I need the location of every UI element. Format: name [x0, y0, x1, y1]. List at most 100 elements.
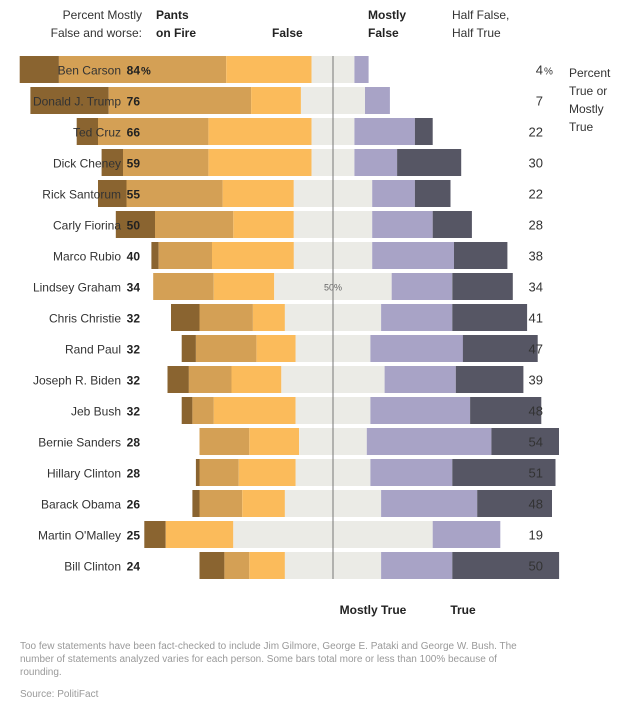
header-half-line1: Half False,: [452, 8, 510, 22]
row-mostly-false-value: 34: [127, 281, 141, 295]
row-name-label: Donald J. Trump: [33, 95, 121, 109]
row-name-label: Rick Santorum: [42, 188, 121, 202]
header-pants-line2: on Fire: [156, 26, 197, 40]
bar-segment-pants-on-fire: [144, 521, 166, 548]
bar-segment-pants-on-fire: [30, 87, 109, 114]
header-pants-on-fire: Pants on Fire: [156, 6, 196, 42]
footnote-line2: number of statements analyzed varies for…: [20, 654, 497, 665]
bar-segment-mostly-true: [432, 521, 501, 548]
bar-segment-mostly-true: [354, 56, 369, 83]
row-mostly-false-value: 26: [127, 498, 141, 512]
mostly-true-bottom-label: Mostly True: [340, 603, 407, 617]
bar-segment-mostly-true: [354, 149, 398, 176]
bar-segment-mostly-false: [212, 242, 294, 269]
bar-segment-mostly-false: [208, 149, 312, 176]
row-true-value: 38: [529, 249, 543, 264]
bar-segment-mostly-false: [233, 211, 294, 238]
bar-segment-mostly-true: [372, 211, 433, 238]
row-name-label: Hillary Clinton: [47, 467, 121, 481]
bar-segment-mostly-true: [366, 428, 492, 455]
row-true-value: 39: [529, 373, 543, 388]
header-pants-line1: Pants: [156, 8, 189, 22]
header-mostly-false-line1: Mostly: [368, 8, 407, 22]
bar-segment-pants-on-fire: [195, 459, 200, 486]
header-half-true: Half False, Half True: [452, 6, 509, 42]
header-false-label: False: [272, 26, 303, 40]
bar-segment-pants-on-fire: [167, 366, 189, 393]
row-mostly-false-value: 28: [127, 436, 141, 450]
bar-segment-pants-on-fire: [101, 149, 123, 176]
bar-segment-true: [452, 459, 556, 486]
bar-segment-pants-on-fire: [192, 490, 200, 517]
bar-segment-mostly-false: [226, 56, 312, 83]
bar-segment-pants-on-fire: [115, 211, 155, 238]
bar-segment-mostly-true: [381, 304, 453, 331]
bar-segment-false: [108, 87, 252, 114]
header-left-line1: Percent Mostly: [62, 8, 142, 22]
bar-segment-true: [414, 180, 451, 207]
header-half-line2: Half True: [452, 26, 501, 40]
row-mostly-false-value: 32: [127, 374, 141, 388]
bar-segment-false: [199, 459, 239, 486]
bar-segment-false: [224, 552, 250, 579]
row-name-label: Jeb Bush: [71, 405, 121, 419]
bar-segment-false: [195, 335, 257, 362]
bar-segment-mostly-false: [252, 304, 285, 331]
row-true-value: 50: [529, 559, 543, 574]
bar-segment-true: [477, 490, 552, 517]
footnote-line1: Too few statements have been fact-checke…: [20, 641, 517, 652]
row-mostly-false-percent-sign: %: [141, 66, 151, 78]
row-mostly-false-value: 84: [127, 64, 141, 78]
footnote-line3: rounding.: [20, 667, 62, 678]
bar-segment-mostly-false: [231, 366, 282, 393]
bar-segment-false: [199, 304, 253, 331]
bar-segment-false: [123, 149, 209, 176]
bar-segment-mostly-false: [249, 552, 285, 579]
row-name-label: Rand Paul: [65, 343, 121, 357]
row-mostly-false-value: 59: [127, 157, 141, 171]
row-true-value: 4: [536, 63, 543, 78]
row-mostly-false-value: 50: [127, 219, 141, 233]
row-true-value: 47: [529, 342, 543, 357]
bar-segment-mostly-true: [372, 180, 415, 207]
bar-segment-mostly-true: [370, 397, 471, 424]
row-mostly-false-value: 55: [127, 188, 141, 202]
bar-segment-true: [432, 211, 472, 238]
bar-segment-false: [192, 397, 214, 424]
bar-segment-mostly-true: [391, 273, 453, 300]
row-true-value: 22: [529, 187, 543, 202]
header-true-or-mostly-true: Percent True or Mostly True: [569, 64, 610, 136]
row-name-label: Barack Obama: [41, 498, 121, 512]
bar-segment-true: [454, 242, 508, 269]
bar-segment-mostly-false: [213, 397, 296, 424]
row-mostly-false-value: 40: [127, 250, 141, 264]
bar-segment-true: [414, 118, 433, 145]
row-true-value: 51: [529, 466, 543, 481]
row-mostly-false-value: 32: [127, 343, 141, 357]
row-true-value: 54: [529, 435, 543, 450]
bar-segment-pants-on-fire: [199, 552, 225, 579]
bar-segment-false: [155, 211, 234, 238]
bar-segment-false: [188, 366, 232, 393]
bar-segment-mostly-true: [384, 366, 456, 393]
row-name-label: Dick Cheney: [53, 157, 121, 171]
row-mostly-false-value: 25: [127, 529, 141, 543]
bar-segment-mostly-true: [381, 552, 453, 579]
header-right-line4: True: [569, 120, 594, 134]
bar-segment-false: [158, 242, 212, 269]
row-name-label: Martin O'Malley: [38, 529, 121, 543]
true-bottom-label: True: [450, 603, 476, 617]
bar-segment-false: [58, 56, 227, 83]
header-right-line3: Mostly: [569, 102, 604, 116]
bar-segment-mostly-false: [251, 87, 301, 114]
fifty-percent-label: 50%: [324, 283, 342, 293]
row-name-label: Bernie Sanders: [38, 436, 121, 450]
bar-segment-true: [470, 397, 542, 424]
bar-segment-pants-on-fire: [19, 56, 59, 83]
row-true-value: 48: [529, 497, 543, 512]
row-name-label: Ben Carson: [58, 64, 121, 78]
footnote: Too few statements have been fact-checke…: [20, 640, 610, 679]
row-true-value: 28: [529, 218, 543, 233]
row-true-value: 34: [529, 280, 543, 295]
